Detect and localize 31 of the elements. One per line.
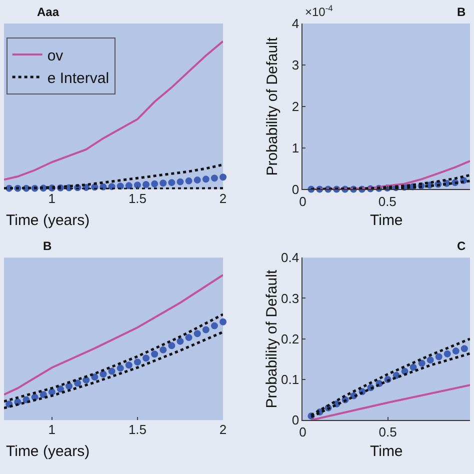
y-tick-label: 0.1 bbox=[281, 372, 300, 388]
x-tick-label: 0.5 bbox=[378, 194, 396, 209]
x-tick-label: 2 bbox=[219, 422, 227, 438]
y-tick-label: 3 bbox=[292, 57, 300, 72]
y-tick-label: 1 bbox=[292, 140, 300, 156]
y-tick-label: 0.4 bbox=[281, 250, 300, 266]
x-axis-title: Time bbox=[370, 443, 403, 460]
legend-label: e Interval bbox=[47, 70, 110, 87]
y-axis-title: Probability of Default bbox=[264, 36, 282, 176]
chart-title: B bbox=[457, 5, 466, 19]
chart-title: Aaa bbox=[37, 5, 60, 19]
x-axis-title: Time bbox=[370, 212, 403, 229]
x-tick-label: 0.5 bbox=[378, 424, 397, 440]
y-tick-label: 4 bbox=[292, 16, 300, 32]
chart-title: C bbox=[457, 239, 466, 253]
chart-title: B bbox=[43, 239, 52, 253]
y-tick-label: 0 bbox=[292, 182, 300, 197]
legend-label: ov bbox=[47, 47, 64, 64]
y-tick-label: 0.3 bbox=[281, 290, 300, 306]
x-tick-label: 2 bbox=[219, 191, 227, 206]
y-tick-label: 0 bbox=[292, 412, 300, 428]
x-tick-label: 1.5 bbox=[128, 422, 147, 438]
x-tick-label: 1 bbox=[48, 422, 56, 438]
x-axis-title: Time (years) bbox=[6, 443, 90, 460]
x-axis-title: Time (years) bbox=[6, 212, 90, 229]
y-tick-label: 2 bbox=[292, 98, 300, 114]
x-tick-label: 1 bbox=[48, 191, 56, 206]
y-axis-title: Probability of Default bbox=[264, 269, 281, 408]
x-tick-label: 1.5 bbox=[128, 191, 147, 206]
text: ×10$^{-4}$ bbox=[305, 3, 334, 20]
y-tick-label: 0.2 bbox=[281, 331, 300, 346]
